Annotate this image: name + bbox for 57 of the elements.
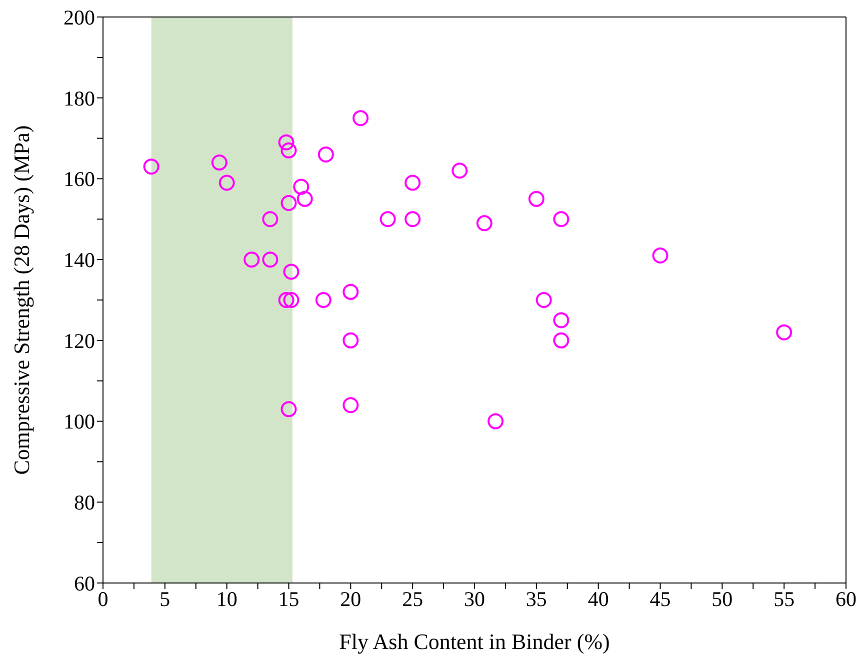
y-tick-label: 180 [64, 86, 95, 110]
y-tick-label: 140 [64, 248, 95, 272]
point [342, 284, 359, 300]
point [404, 174, 421, 191]
x-tick-label: 35 [526, 586, 547, 611]
x-tick-label: 30 [464, 586, 485, 611]
point [296, 190, 313, 207]
point [652, 248, 668, 264]
point [488, 413, 504, 430]
x-tick-label: 10 [216, 586, 238, 611]
point [342, 332, 359, 348]
point [293, 178, 310, 195]
point [278, 134, 294, 150]
x-tick-label: 25 [402, 586, 424, 611]
y-tick-label: 120 [64, 328, 95, 353]
point [452, 162, 468, 179]
y-axis-title: Compressive Strength (28 Days) (MPa) [8, 125, 34, 475]
x-tick-label: 15 [278, 586, 300, 611]
y-tick-label: 160 [64, 167, 95, 192]
point [280, 194, 297, 211]
point [278, 292, 294, 308]
point [218, 174, 235, 191]
point [262, 252, 278, 268]
x-tick-label: 55 [774, 586, 795, 611]
x-tick-label: 60 [836, 586, 856, 611]
x-axis-title: Fly Ash Content in Binder (%) [339, 629, 610, 654]
point [380, 211, 396, 228]
x-tick-label: 50 [712, 586, 733, 611]
point [352, 110, 369, 126]
point [318, 146, 334, 162]
point [315, 292, 332, 308]
point [280, 142, 297, 158]
point [342, 397, 359, 414]
point [553, 332, 570, 348]
x-tick-label: 45 [650, 586, 671, 611]
point [283, 264, 300, 280]
x-tick-label: 0 [98, 586, 108, 611]
point [476, 215, 492, 232]
x-tick-label: 20 [340, 586, 362, 611]
point [536, 292, 552, 308]
x-tick-label: 5 [160, 586, 170, 611]
point [553, 211, 570, 228]
point [211, 154, 228, 171]
point [776, 324, 792, 340]
y-tick-label: 200 [64, 5, 95, 30]
point [280, 401, 297, 418]
point [553, 312, 570, 328]
point [143, 158, 160, 175]
x-tick-label: 40 [588, 586, 609, 611]
point [262, 211, 278, 228]
y-tick-label: 60 [74, 571, 95, 596]
point [283, 292, 300, 308]
point [244, 252, 260, 268]
point [528, 190, 544, 207]
point [404, 211, 421, 228]
y-tick-label: 80 [74, 490, 95, 515]
y-tick-label: 100 [64, 410, 95, 434]
